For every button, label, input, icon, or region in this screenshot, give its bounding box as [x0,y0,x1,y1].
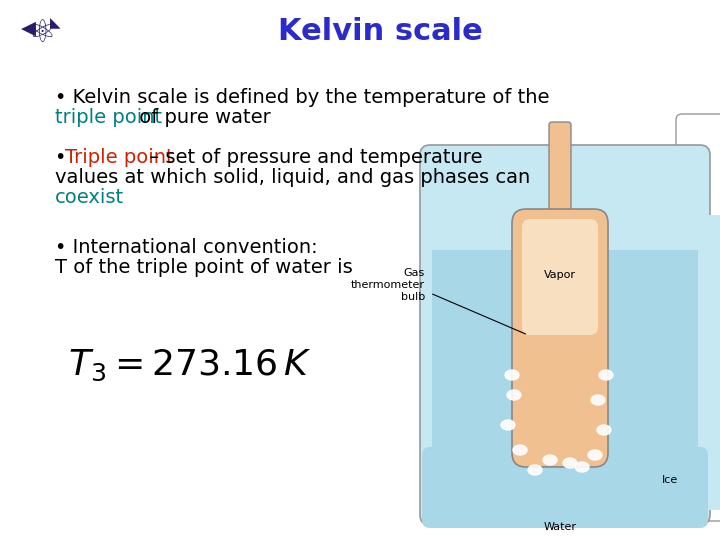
Text: $T_3 = 273.16\,K$: $T_3 = 273.16\,K$ [68,347,312,383]
FancyBboxPatch shape [549,122,571,238]
FancyBboxPatch shape [512,209,608,467]
Ellipse shape [505,370,519,380]
Bar [432,250,698,515]
Bar [684,215,720,510]
FancyBboxPatch shape [422,447,708,528]
Text: • International convention:: • International convention: [55,238,318,257]
Text: ⚛: ⚛ [28,18,55,48]
Ellipse shape [507,390,521,400]
Ellipse shape [588,450,602,460]
Text: triple point: triple point [55,108,162,127]
Text: Ice: Ice [662,475,678,485]
Text: of pure water: of pure water [133,108,271,127]
Ellipse shape [599,370,613,380]
FancyBboxPatch shape [420,145,710,525]
Text: ◣: ◣ [50,15,60,29]
Text: – set of pressure and temperature: – set of pressure and temperature [143,148,482,167]
Text: Water: Water [544,522,577,532]
FancyBboxPatch shape [676,114,720,521]
Text: Gas
thermometer
bulb: Gas thermometer bulb [351,268,425,302]
Text: coexist: coexist [55,188,124,207]
Ellipse shape [591,395,605,405]
FancyBboxPatch shape [522,219,598,335]
Text: Triple point: Triple point [65,148,174,167]
Text: T of the triple point of water is: T of the triple point of water is [55,258,353,277]
Ellipse shape [563,458,577,468]
Text: Kelvin scale: Kelvin scale [278,17,482,46]
Text: values at which solid, liquid, and gas phases can: values at which solid, liquid, and gas p… [55,168,530,187]
Ellipse shape [597,425,611,435]
Text: ◀: ◀ [20,18,35,37]
Ellipse shape [501,420,515,430]
Text: •: • [55,148,73,167]
Text: ★: ★ [19,9,66,61]
Text: Vapor: Vapor [544,270,576,280]
Ellipse shape [528,465,542,475]
Ellipse shape [513,445,527,455]
Ellipse shape [543,455,557,465]
Text: • Kelvin scale is defined by the temperature of the: • Kelvin scale is defined by the tempera… [55,88,549,107]
Ellipse shape [575,462,589,472]
